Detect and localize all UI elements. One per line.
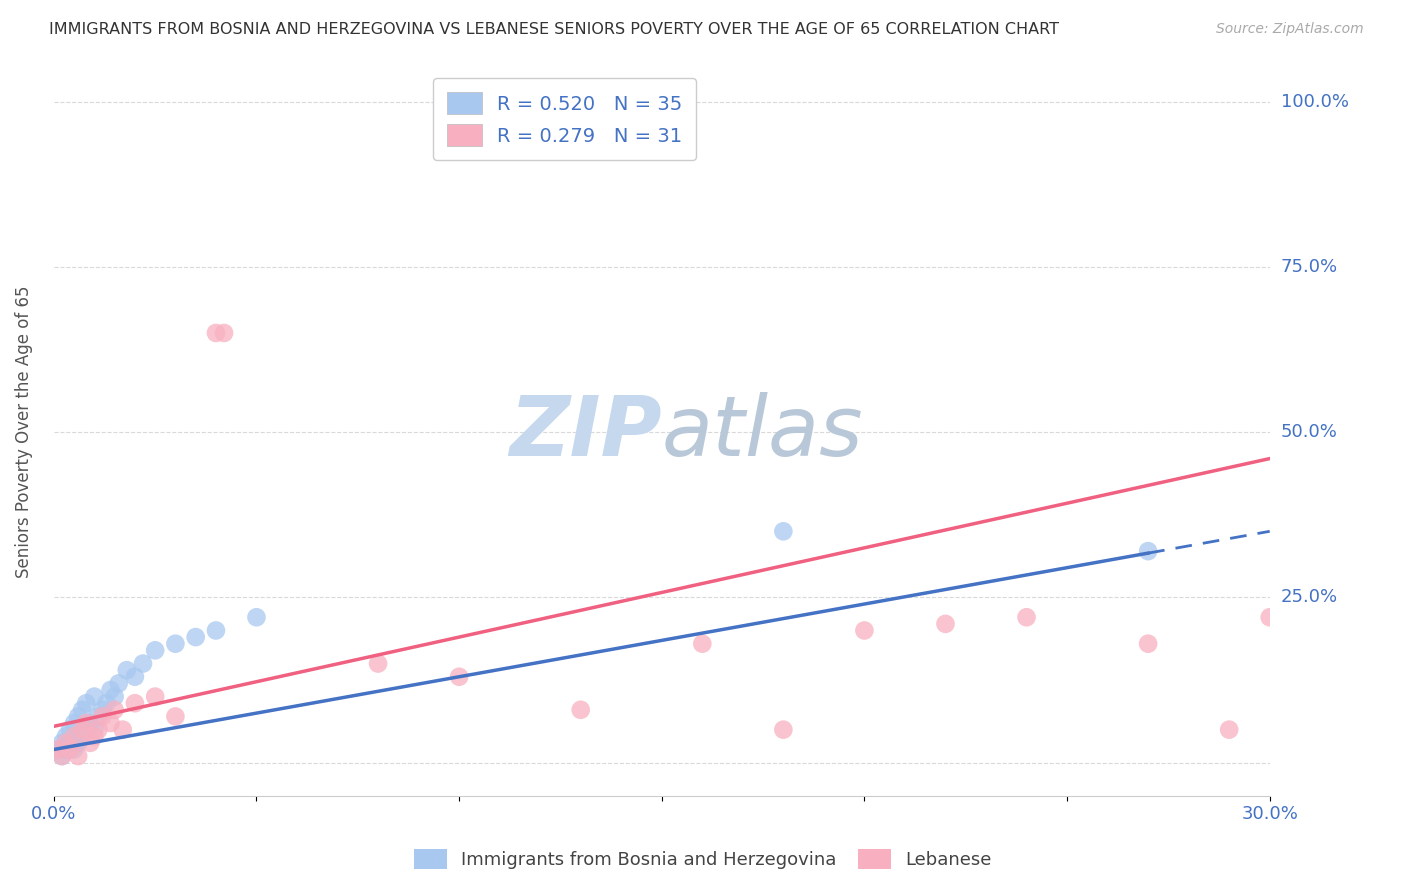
- Text: 25.0%: 25.0%: [1281, 589, 1339, 607]
- Point: [107, 676, 129, 690]
- Y-axis label: Seniors Poverty Over the Age of 65: Seniors Poverty Over the Age of 65: [15, 286, 32, 578]
- Point: [46, 742, 69, 756]
- Point: [51, 736, 73, 750]
- Point: [87, 723, 110, 737]
- Point: [70, 703, 93, 717]
- Point: [79, 716, 101, 731]
- Point: [367, 657, 389, 671]
- Point: [100, 716, 122, 731]
- Point: [772, 524, 794, 539]
- Point: [46, 742, 69, 756]
- Point: [51, 749, 73, 764]
- Point: [449, 670, 471, 684]
- Point: [91, 709, 114, 723]
- Point: [59, 736, 82, 750]
- Point: [692, 637, 714, 651]
- Point: [67, 749, 90, 764]
- Point: [184, 630, 207, 644]
- Point: [569, 703, 592, 717]
- Point: [83, 723, 105, 737]
- Point: [205, 326, 228, 340]
- Point: [70, 723, 93, 737]
- Point: [63, 729, 86, 743]
- Text: Source: ZipAtlas.com: Source: ZipAtlas.com: [1216, 22, 1364, 37]
- Point: [91, 703, 114, 717]
- Point: [115, 663, 138, 677]
- Point: [100, 683, 122, 698]
- Point: [212, 326, 235, 340]
- Point: [1137, 544, 1160, 558]
- Point: [143, 690, 166, 704]
- Point: [111, 723, 134, 737]
- Point: [205, 624, 228, 638]
- Point: [96, 696, 118, 710]
- Point: [55, 742, 77, 756]
- Point: [75, 716, 97, 731]
- Point: [55, 736, 77, 750]
- Legend: R = 0.520   N = 35, R = 0.279   N = 31: R = 0.520 N = 35, R = 0.279 N = 31: [433, 78, 696, 160]
- Point: [87, 709, 110, 723]
- Point: [59, 723, 82, 737]
- Point: [83, 690, 105, 704]
- Point: [55, 729, 77, 743]
- Point: [1218, 723, 1240, 737]
- Point: [124, 670, 146, 684]
- Point: [772, 723, 794, 737]
- Point: [143, 643, 166, 657]
- Point: [63, 729, 86, 743]
- Point: [124, 696, 146, 710]
- Point: [1258, 610, 1281, 624]
- Point: [63, 716, 86, 731]
- Text: 75.0%: 75.0%: [1281, 258, 1339, 276]
- Point: [853, 624, 876, 638]
- Point: [132, 657, 155, 671]
- Point: [165, 709, 187, 723]
- Legend: Immigrants from Bosnia and Herzegovina, Lebanese: Immigrants from Bosnia and Herzegovina, …: [405, 839, 1001, 879]
- Point: [75, 723, 97, 737]
- Point: [1015, 610, 1038, 624]
- Point: [67, 709, 90, 723]
- Point: [51, 749, 73, 764]
- Point: [104, 690, 127, 704]
- Point: [104, 703, 127, 717]
- Point: [245, 610, 267, 624]
- Text: atlas: atlas: [662, 392, 863, 473]
- Text: ZIP: ZIP: [509, 392, 662, 473]
- Text: 50.0%: 50.0%: [1281, 423, 1337, 442]
- Point: [75, 696, 97, 710]
- Point: [83, 729, 105, 743]
- Text: 100.0%: 100.0%: [1281, 93, 1348, 111]
- Point: [63, 742, 86, 756]
- Point: [934, 616, 956, 631]
- Point: [59, 742, 82, 756]
- Text: IMMIGRANTS FROM BOSNIA AND HERZEGOVINA VS LEBANESE SENIORS POVERTY OVER THE AGE : IMMIGRANTS FROM BOSNIA AND HERZEGOVINA V…: [49, 22, 1059, 37]
- Point: [70, 729, 93, 743]
- Point: [79, 736, 101, 750]
- Point: [67, 736, 90, 750]
- Point: [1137, 637, 1160, 651]
- Point: [165, 637, 187, 651]
